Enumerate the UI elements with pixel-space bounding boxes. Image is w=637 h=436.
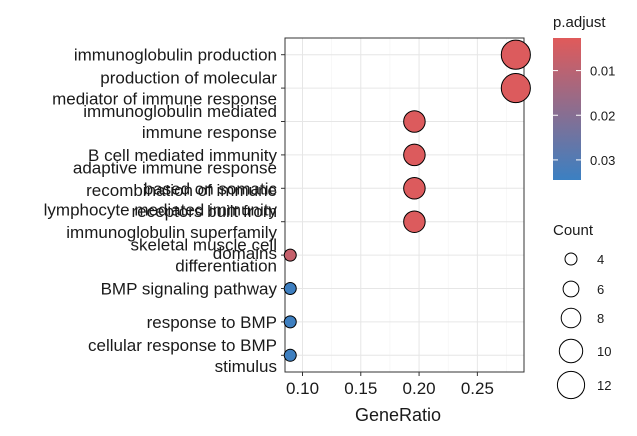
data-point — [403, 143, 426, 167]
y-tick-label: production of molecular — [100, 69, 277, 88]
grid-lines — [284, 37, 525, 373]
size-legend-key — [560, 307, 582, 329]
y-tick-label: mediator of immune response — [52, 90, 277, 109]
y-tick-label: recombination of immune — [86, 181, 277, 200]
y-tick-label: cellular response to BMP — [88, 336, 277, 355]
color-legend-label: 0.01 — [590, 64, 615, 79]
x-axis: 0.10 0.15 0.20 0.25 — [286, 372, 494, 398]
data-point — [283, 248, 297, 262]
size-legend-label: 10 — [597, 344, 611, 359]
y-tick-label: immune response — [142, 123, 277, 142]
y-tick-label: domains — [213, 244, 277, 263]
y-tick-label: lymphocyte mediated immunity — [44, 200, 278, 219]
y-tick-label: based on somatic — [144, 179, 278, 198]
y-tick-label: BMP signaling pathway — [101, 280, 278, 299]
y-tick-label: adaptive immune response — [73, 158, 277, 177]
size-legend-title: Count — [553, 222, 594, 239]
y-tick-label: immunoglobulin superfamily — [66, 223, 277, 242]
plot-panel — [284, 37, 525, 373]
color-legend: p.adjust 0.01 0.02 0.03 — [553, 14, 615, 180]
data-point — [283, 348, 297, 362]
size-legend-label: 12 — [597, 378, 611, 393]
y-tick-label: immunoglobulin production — [74, 46, 277, 65]
x-tick-label: 0.10 — [286, 379, 319, 398]
x-axis-title: GeneRatio — [355, 405, 441, 425]
color-legend-title: p.adjust — [553, 14, 606, 31]
y-tick-label: stimulus — [215, 357, 277, 376]
data-point — [500, 73, 531, 104]
size-legend-label: 6 — [597, 282, 604, 297]
y-tick-label: immunoglobulin mediated — [83, 102, 277, 121]
data-point — [283, 282, 297, 295]
data-point — [403, 177, 426, 200]
x-tick-label: 0.20 — [403, 379, 436, 398]
size-legend-key — [562, 280, 580, 298]
data-point — [283, 315, 297, 329]
data-point — [403, 210, 426, 233]
color-legend-label: 0.02 — [590, 108, 615, 123]
color-bar — [553, 38, 581, 180]
x-tick-label: 0.15 — [344, 379, 377, 398]
size-legend-label: 4 — [597, 252, 604, 267]
data-point — [403, 110, 426, 133]
y-tick-label: receptors built from — [132, 202, 278, 221]
data-points — [283, 39, 531, 362]
size-legend-key — [558, 338, 584, 364]
x-tick-label: 0.25 — [461, 379, 494, 398]
y-axis-labels: immunoglobulin production production of m… — [44, 46, 285, 376]
y-tick-label: B cell mediated immunity — [88, 146, 277, 165]
data-point — [500, 39, 531, 70]
y-tick-label: skeletal muscle cell — [131, 236, 277, 255]
size-legend-key — [556, 370, 586, 400]
size-legend-label: 8 — [597, 311, 604, 326]
y-tick-label: differentiation — [175, 257, 277, 276]
color-legend-label: 0.03 — [590, 153, 615, 168]
size-legend-key — [564, 252, 578, 266]
y-tick-label: response to BMP — [147, 313, 277, 332]
